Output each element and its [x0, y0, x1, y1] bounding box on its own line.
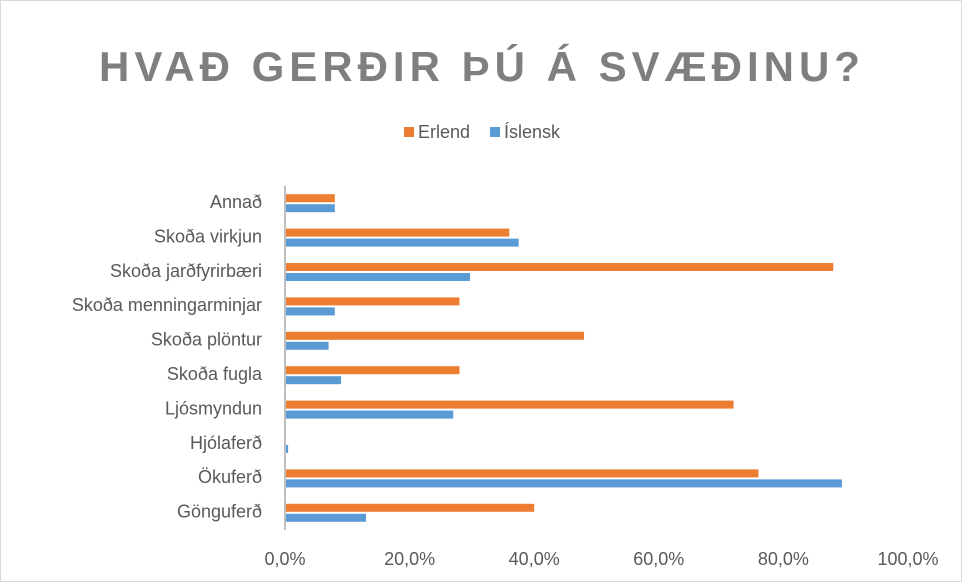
y-tick-label: Skoða menningarminjar	[72, 295, 262, 315]
bar	[285, 307, 335, 316]
bar	[285, 204, 335, 213]
x-tick-label: 60,0%	[633, 549, 684, 569]
y-tick-label: Skoða plöntur	[151, 330, 262, 350]
y-tick-label: Ljósmyndun	[165, 398, 262, 418]
x-tick-label: 100,0%	[877, 549, 938, 569]
bar	[285, 410, 454, 419]
bar	[285, 400, 734, 409]
legend-label: Íslensk	[504, 122, 561, 142]
legend-label: Erlend	[418, 122, 470, 142]
bar	[285, 263, 834, 271]
x-tick-label: 40,0%	[509, 549, 560, 569]
bar	[285, 376, 342, 385]
bar	[285, 238, 519, 247]
y-tick-label: Gönguferð	[177, 502, 262, 522]
bar	[285, 366, 460, 375]
y-tick-label: Skoða virkjun	[154, 226, 262, 246]
bar	[285, 273, 471, 281]
bar	[285, 228, 510, 237]
chart-title: HVAÐ GERÐIR ÞÚ Á SVÆÐINU?	[99, 42, 865, 90]
y-tick-label: Ökuferð	[198, 467, 262, 487]
bar	[285, 445, 289, 453]
x-tick-label: 80,0%	[758, 549, 809, 569]
bar	[285, 331, 585, 340]
bar	[285, 469, 759, 478]
bar	[285, 513, 366, 522]
legend-swatch	[404, 127, 414, 137]
bar	[285, 479, 842, 488]
bar	[285, 341, 329, 350]
legend-swatch	[490, 127, 501, 137]
bar	[285, 503, 535, 512]
bar	[285, 297, 460, 306]
bar	[285, 194, 335, 203]
x-tick-label: 20,0%	[384, 549, 435, 569]
y-tick-label: Hjólaferð	[190, 433, 262, 453]
y-tick-label: Skoða fugla	[167, 364, 263, 384]
x-tick-label: 0,0%	[264, 549, 305, 569]
y-tick-label: Annað	[210, 192, 262, 212]
y-tick-label: Skoða jarðfyrirbæri	[110, 261, 262, 281]
